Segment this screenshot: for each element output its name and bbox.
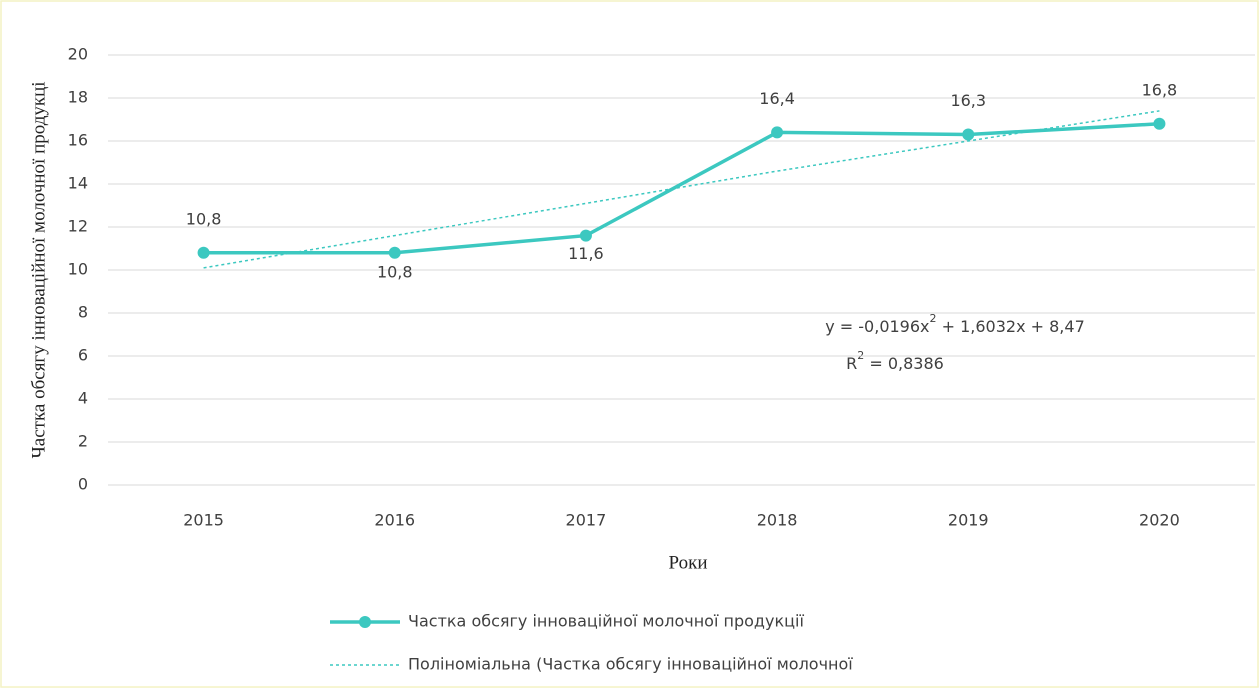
legend-marker (359, 616, 371, 628)
x-tick-label: 2016 (374, 511, 415, 530)
x-tick-label: 2018 (757, 511, 798, 530)
data-point (197, 246, 210, 259)
y-tick-label: 10 (68, 260, 88, 279)
x-tick-label: 2015 (183, 511, 224, 530)
y-tick-label: 16 (68, 131, 88, 150)
y-tick-label: 0 (78, 475, 88, 494)
legend-label: Частка обсягу інноваційної молочної прод… (408, 612, 804, 631)
x-tick-label: 2020 (1139, 511, 1180, 530)
data-point (771, 126, 784, 139)
y-axis-title: Частка обсягу інноваційної молочної прод… (28, 81, 49, 458)
data-label: 16,4 (759, 89, 795, 108)
data-label: 10,8 (377, 262, 413, 281)
trendline-equation: y = -0,0196x2 + 1,6032x + 8,47 (825, 312, 1085, 336)
y-tick-label: 2 (78, 432, 88, 451)
y-tick-label: 8 (78, 303, 88, 322)
data-line (203, 122, 1160, 255)
y-tick-label: 6 (78, 346, 88, 365)
y-tick-label: 14 (68, 174, 88, 193)
y-tick-label: 12 (68, 217, 88, 236)
data-label: 10,8 (186, 209, 222, 228)
data-label: 11,6 (568, 244, 604, 263)
legend-label: Поліноміальна (Частка обсягу інноваційно… (408, 655, 853, 674)
data-point (388, 246, 401, 259)
y-tick-label: 18 (68, 88, 88, 107)
y-tick-label: 20 (68, 45, 88, 64)
data-point (962, 128, 975, 141)
x-tick-label: 2017 (566, 511, 607, 530)
x-tick-label: 2019 (948, 511, 989, 530)
data-point (579, 229, 592, 242)
x-axis-title: Роки (669, 552, 708, 573)
y-tick-label: 4 (78, 389, 88, 408)
data-label: 16,8 (1142, 80, 1178, 99)
data-label: 16,3 (950, 91, 986, 110)
data-point (1153, 117, 1166, 130)
